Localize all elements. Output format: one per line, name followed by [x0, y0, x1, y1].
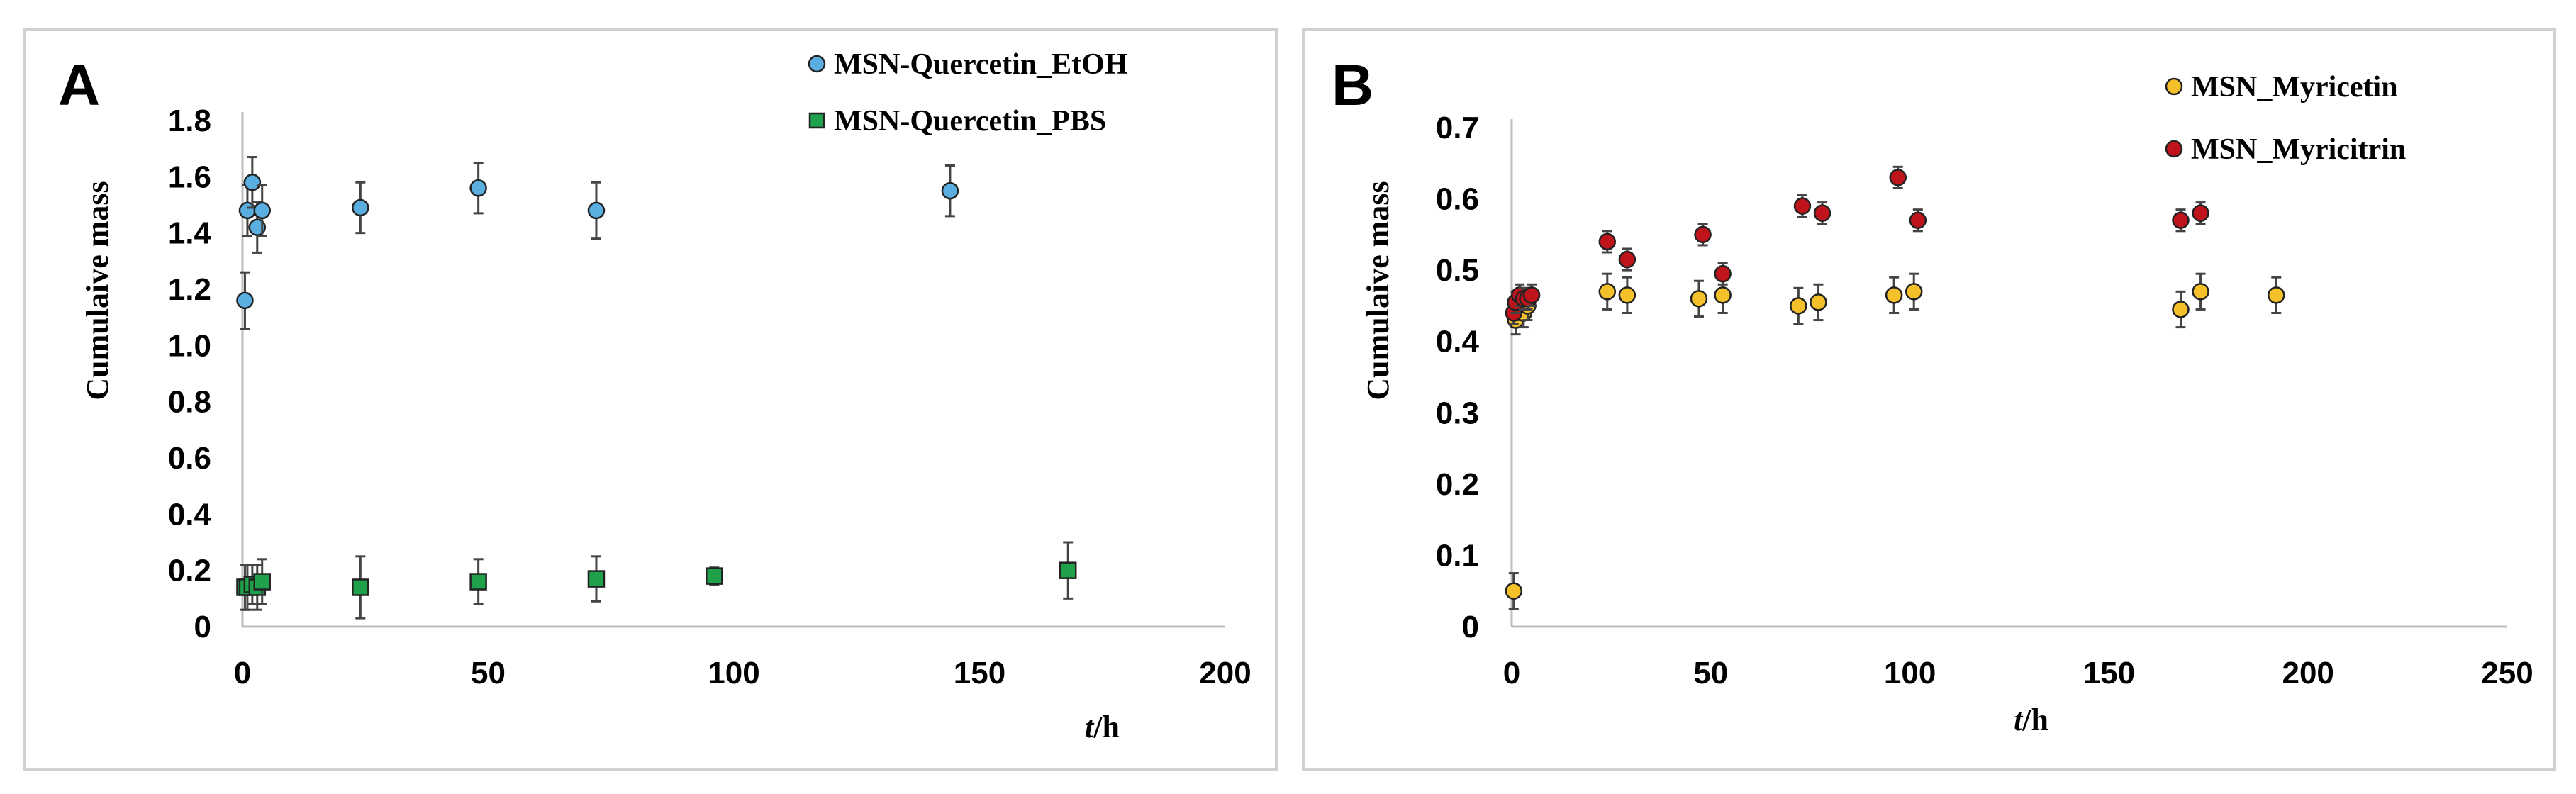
data-point [1690, 290, 1708, 308]
data-point [469, 179, 487, 197]
y-axis-label: Cumulaive mass [80, 181, 115, 400]
data-point [1909, 211, 1927, 229]
data-point [352, 578, 369, 596]
x-tick-label: 100 [708, 656, 759, 690]
x-axis-label-unit: /h [1093, 710, 1120, 744]
data-point [253, 573, 271, 591]
panel-b-plot: 0 0.1 0.2 0.3 0.4 0.5 0.6 0.7 0 50 100 150 200 250 Cum… [1361, 71, 2533, 737]
data-point [1790, 297, 1807, 315]
y-tick-label: 0.4 [168, 497, 212, 532]
x-tick-label: 200 [2282, 656, 2334, 690]
y-tick-label: 1.6 [168, 160, 211, 194]
data-point [1889, 169, 1907, 186]
legend-label: MSN-Quercetin_PBS [834, 105, 1106, 138]
x-tick-label: 150 [2083, 656, 2135, 690]
y-tick-label: 0.7 [1436, 111, 1479, 145]
y-tick-label: 0.2 [1436, 467, 1479, 502]
data-point [1059, 561, 1077, 579]
y-tick-label: 0.1 [1436, 538, 1479, 573]
y-tick-label: 1.8 [168, 104, 211, 138]
data-point [1810, 293, 1827, 311]
y-tick-label: 1.2 [168, 272, 211, 307]
x-tick-label: 100 [1884, 656, 1936, 690]
panel-b-letter: B [1332, 53, 1373, 118]
x-tick-label: 0 [1503, 656, 1520, 690]
legend-marker [2165, 140, 2183, 158]
data-point [2192, 204, 2209, 222]
data-point [1618, 250, 1637, 269]
legend-label: MSN-Quercetin_EtOH [834, 48, 1128, 81]
x-axis-label-unit: /h [2022, 703, 2048, 737]
legend-label: MSN_Myricetin [2191, 71, 2398, 104]
y-tick-label: 0.3 [1436, 396, 1479, 430]
x-tick-label: 150 [954, 656, 1005, 690]
x-tick-label: 50 [471, 656, 506, 690]
data-point [1714, 286, 1732, 304]
data-point [243, 174, 262, 191]
data-point [1618, 286, 1637, 304]
y-tick-label: 0.8 [168, 385, 211, 420]
y-tick-label: 0.6 [1436, 182, 1479, 217]
data-point [1598, 233, 1617, 251]
data-point [469, 573, 487, 591]
legend-marker [808, 55, 826, 73]
x-axis-label-variable: t [2014, 703, 2024, 737]
data-point [1714, 264, 1732, 283]
panel-a-frame [23, 28, 1278, 771]
data-point [2268, 286, 2285, 304]
x-axis-label: t/h [2014, 703, 2048, 737]
data-point [2172, 301, 2190, 318]
y-tick-label: 1.4 [168, 216, 212, 251]
data-point [587, 201, 606, 220]
data-point [1522, 286, 1541, 304]
data-point [706, 567, 723, 585]
x-tick-label: 250 [2481, 656, 2533, 690]
y-tick-label: 0.5 [1436, 253, 1479, 288]
legend-label: MSN_Myricitrin [2191, 133, 2406, 166]
y-tick-label: 0 [194, 610, 211, 644]
x-tick-label: 0 [234, 656, 251, 690]
data-point [2172, 211, 2190, 229]
data-point [1598, 283, 1617, 301]
y-tick-label: 0 [1462, 610, 1479, 644]
data-point [1813, 204, 1831, 222]
y-tick-label: 1.0 [168, 328, 211, 363]
y-axis-label: Cumulaive mass [1361, 181, 1395, 400]
data-point [1694, 225, 1712, 244]
y-tick-label: 0.4 [1436, 325, 1480, 359]
y-tick-label: 0.2 [168, 554, 211, 588]
y-tick-label: 0.6 [168, 441, 211, 476]
panel-a-letter: A [58, 53, 100, 118]
data-point [1905, 283, 1923, 301]
x-axis-label: t/h [1085, 710, 1120, 744]
data-point [587, 570, 606, 588]
x-axis-label-variable: t [1085, 710, 1095, 744]
legend-marker [2165, 77, 2183, 96]
data-point [941, 181, 959, 200]
data-point [2192, 283, 2209, 301]
data-point [253, 201, 271, 220]
data-point [236, 291, 254, 310]
x-tick-label: 200 [1199, 656, 1251, 690]
data-point [1885, 286, 1903, 304]
legend-marker [808, 112, 825, 129]
data-point [1793, 197, 1812, 215]
x-tick-label: 50 [1693, 656, 1728, 690]
data-point [352, 198, 369, 217]
data-point [1505, 582, 1523, 600]
panel-a-plot: 0 0.2 0.4 0.6 0.8 1.0 1.2 1.4 1.6 1.8 0 50 100 150 200… [80, 48, 1251, 744]
